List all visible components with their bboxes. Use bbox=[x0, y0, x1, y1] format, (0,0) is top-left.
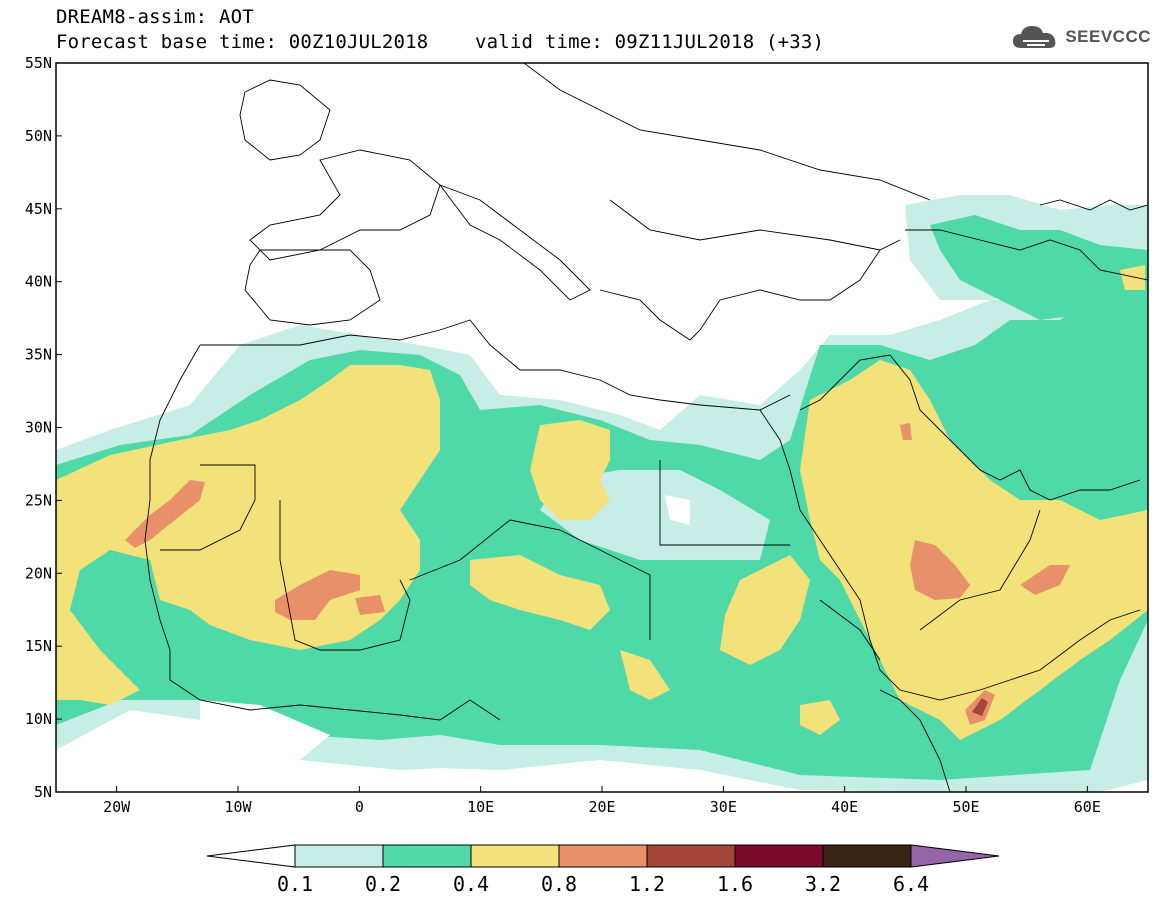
cloud-icon bbox=[1013, 26, 1056, 48]
aot-band-08b bbox=[275, 570, 360, 620]
colorbar-label: 1.6 bbox=[717, 872, 753, 896]
aot-band-04a bbox=[56, 365, 440, 705]
latitude-tick-label: 20N bbox=[25, 564, 52, 582]
latitude-axis: 55N 50N 45N 40N 35N 30N 25N 20N 15N 10N 5N bbox=[25, 54, 62, 801]
colorbar: 0.1 0.2 0.4 0.8 1.2 1.6 3.2 6.4 bbox=[206, 844, 1000, 896]
coastlines bbox=[144, 63, 1148, 792]
colorbar-swatch bbox=[294, 844, 384, 868]
aot-band-08d bbox=[910, 540, 970, 600]
colorbar-label: 0.8 bbox=[541, 872, 577, 896]
latitude-tick-label: 35N bbox=[25, 346, 52, 364]
latitude-tick-label: 40N bbox=[25, 273, 52, 291]
aot-band-04b bbox=[530, 420, 610, 520]
logo-text: SEEVCCC bbox=[1065, 27, 1151, 46]
colorbar-swatch bbox=[470, 844, 560, 868]
longitude-tick-label: 20W bbox=[103, 798, 131, 816]
colorbar-swatch bbox=[822, 844, 912, 868]
latitude-tick-label: 25N bbox=[25, 491, 52, 509]
aot-band-08e bbox=[1020, 565, 1070, 595]
longitude-tick-label: 30E bbox=[710, 798, 737, 816]
latitude-tick-label: 55N bbox=[25, 54, 52, 72]
latitude-tick-label: 50N bbox=[25, 127, 52, 145]
colorbar-label: 0.1 bbox=[277, 872, 313, 896]
aot-band-04g bbox=[800, 700, 840, 735]
longitude-tick-label: 40E bbox=[831, 798, 858, 816]
colorbar-swatch bbox=[646, 844, 736, 868]
latitude-tick-label: 30N bbox=[25, 419, 52, 437]
aot-band-04c bbox=[470, 555, 610, 630]
colorbar-label: 0.2 bbox=[365, 872, 401, 896]
aot-band-08c bbox=[355, 595, 385, 615]
longitude-tick-label: 20E bbox=[588, 798, 615, 816]
colorbar-label: 1.2 bbox=[629, 872, 665, 896]
latitude-tick-label: 10N bbox=[25, 710, 52, 728]
colorbar-label: 3.2 bbox=[805, 872, 841, 896]
aot-band-04e bbox=[800, 360, 1148, 740]
colorbar-swatch bbox=[734, 844, 824, 868]
seevccc-logo: SEEVCCC bbox=[1011, 22, 1151, 52]
longitude-axis: 20W 10W 0 10E 20E 30E 40E 50E 60E bbox=[103, 786, 1101, 816]
latitude-tick-label: 45N bbox=[25, 200, 52, 218]
longitude-tick-label: 60E bbox=[1074, 798, 1101, 816]
aot-hole-white2 bbox=[200, 700, 330, 760]
longitude-tick-label: 0 bbox=[355, 798, 364, 816]
forecast-time-line: Forecast base time: 00Z10JUL2018 valid t… bbox=[56, 31, 825, 53]
colorbar-label: 6.4 bbox=[893, 872, 929, 896]
colorbar-label: 0.4 bbox=[453, 872, 489, 896]
aot-hole-white bbox=[665, 495, 690, 525]
aot-band-12 bbox=[972, 698, 988, 716]
aot-band-04h bbox=[1120, 265, 1145, 290]
longitude-tick-label: 10W bbox=[224, 798, 252, 816]
colorbar-low-arrow bbox=[206, 844, 296, 868]
colorbar-high-arrow bbox=[910, 844, 1000, 868]
aot-field bbox=[56, 63, 1148, 792]
aot-band-04d bbox=[720, 555, 810, 665]
aot-band-04f bbox=[620, 650, 670, 700]
latitude-tick-label: 5N bbox=[34, 783, 52, 801]
colorbar-swatch bbox=[558, 844, 648, 868]
latitude-tick-label: 15N bbox=[25, 637, 52, 655]
longitude-tick-label: 50E bbox=[952, 798, 979, 816]
aot-band-02b bbox=[930, 215, 1148, 330]
longitude-tick-label: 10E bbox=[467, 798, 494, 816]
aot-band-08a bbox=[125, 480, 205, 548]
chart-title: DREAM8-assim: AOT bbox=[56, 6, 254, 28]
colorbar-swatch bbox=[382, 844, 472, 868]
aot-band-08f bbox=[900, 423, 912, 440]
